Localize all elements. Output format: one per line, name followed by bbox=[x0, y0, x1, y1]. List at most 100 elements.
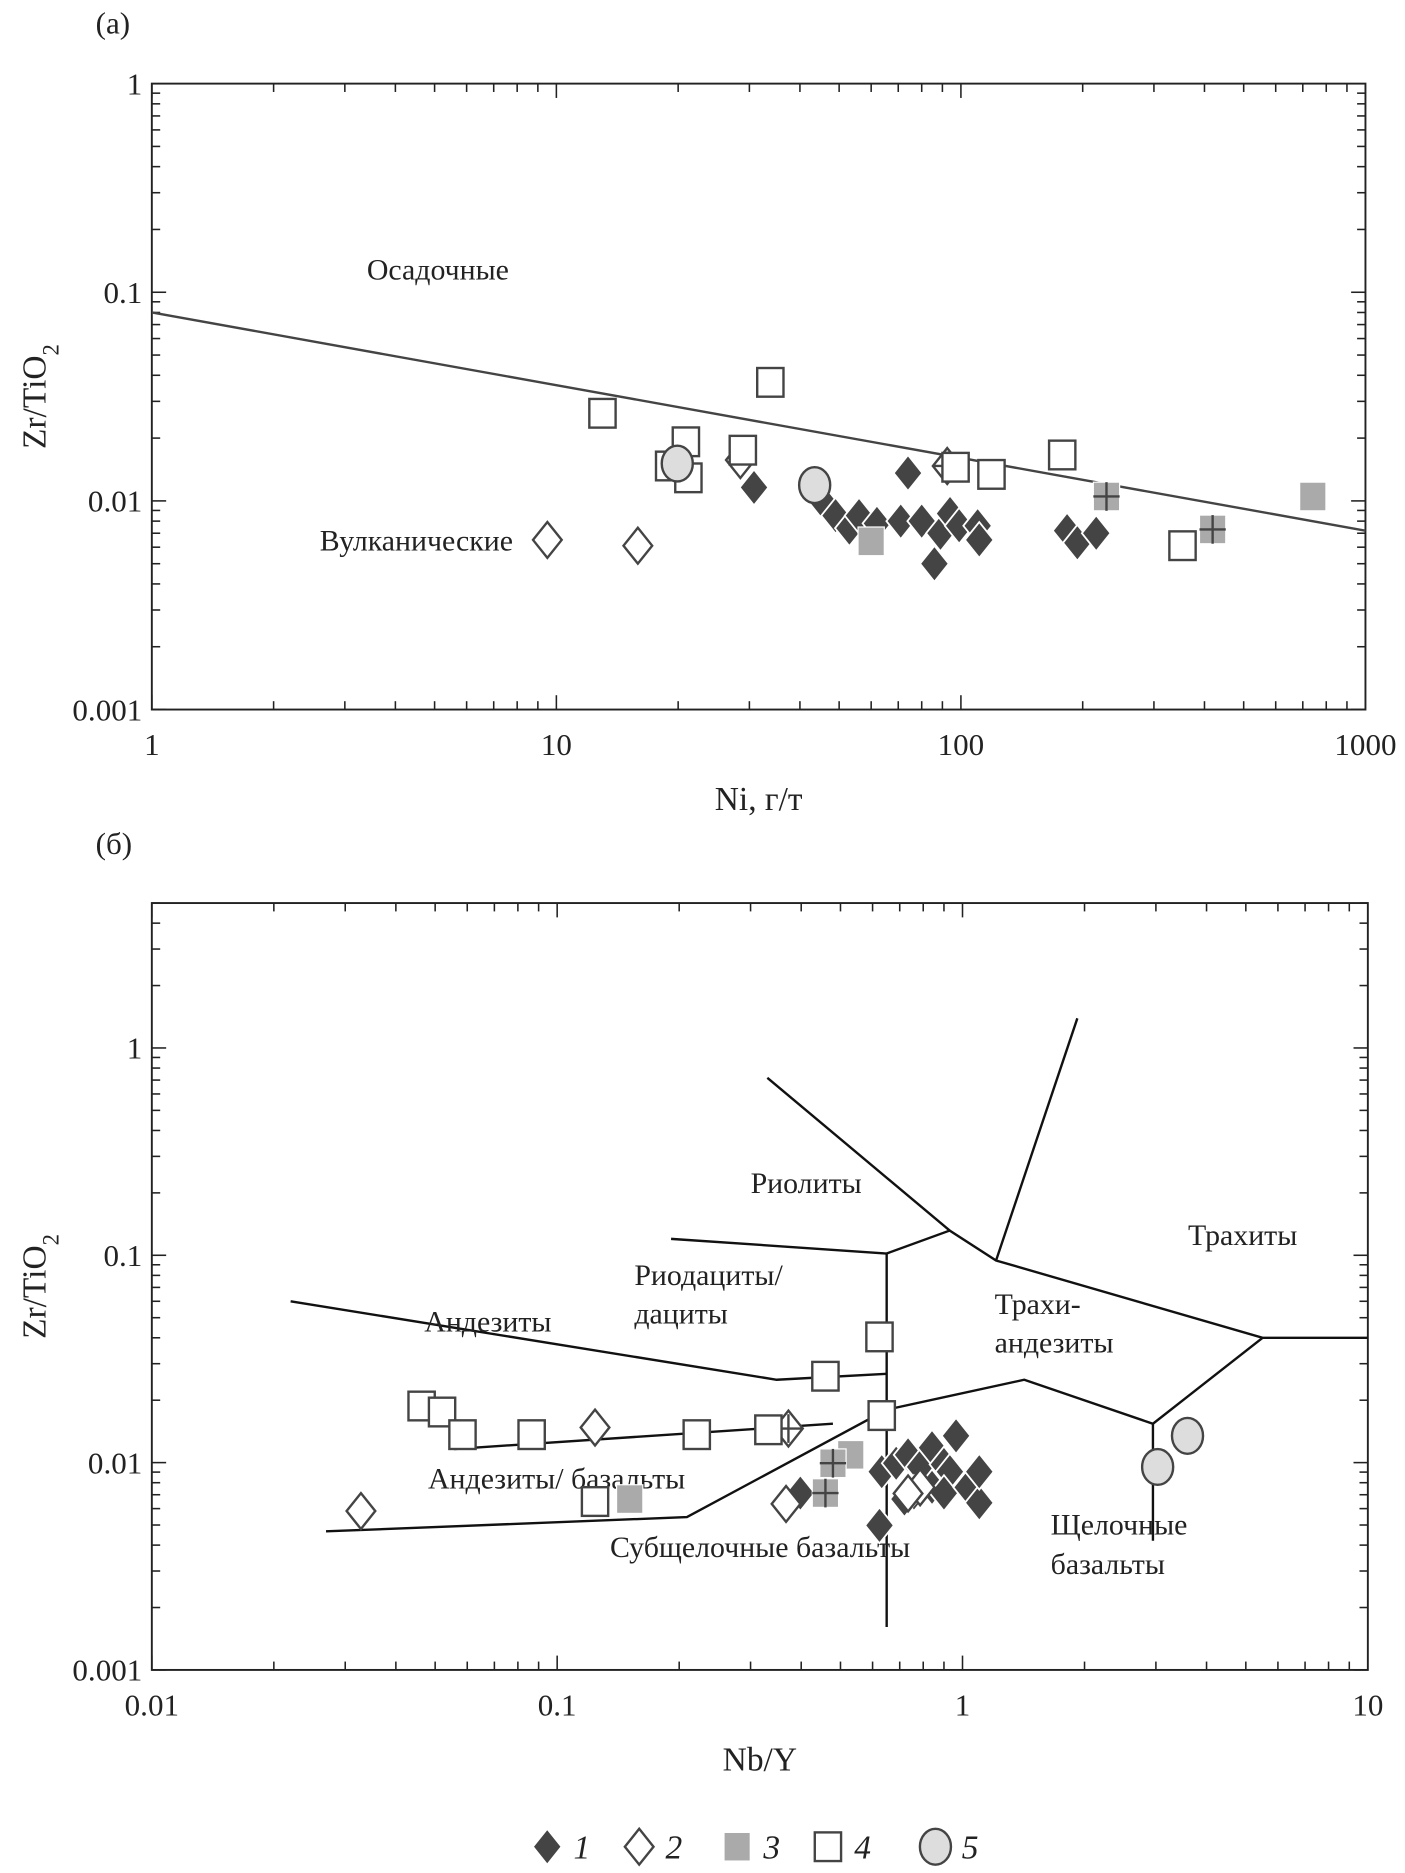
x-tick-label: 1000 bbox=[1334, 727, 1396, 762]
data-point bbox=[963, 1452, 995, 1492]
legend-item-4: 4 bbox=[813, 1830, 871, 1867]
series-1 bbox=[784, 1416, 995, 1545]
legend-item-5: 5 bbox=[918, 1827, 979, 1867]
legend-marker bbox=[918, 1827, 953, 1866]
data-point bbox=[1299, 481, 1327, 512]
data-point bbox=[621, 525, 654, 566]
data-point bbox=[963, 1483, 995, 1523]
field-label: Риолиты bbox=[751, 1167, 862, 1200]
series-4 bbox=[407, 1321, 897, 1518]
legend-marker bbox=[813, 1831, 843, 1863]
x-tick-label: 10 bbox=[541, 727, 572, 762]
legend-label: 4 bbox=[854, 1830, 871, 1867]
data-point bbox=[1170, 1416, 1205, 1455]
field-label: дациты bbox=[634, 1297, 728, 1330]
data-point bbox=[682, 1419, 712, 1451]
panel-label: (б) bbox=[96, 826, 132, 861]
plot-frame bbox=[150, 82, 1367, 711]
series-3 bbox=[857, 481, 1327, 557]
field-label: Субщелочные базальты bbox=[610, 1531, 910, 1564]
series-3 bbox=[615, 1439, 865, 1515]
legend-label: 2 bbox=[665, 1830, 682, 1867]
data-point bbox=[885, 501, 917, 541]
data-point bbox=[977, 458, 1006, 490]
data-point bbox=[892, 1473, 924, 1514]
field-label: Осадочные bbox=[367, 254, 509, 287]
y-tick-label: 0.01 bbox=[88, 1445, 142, 1480]
data-point bbox=[865, 1321, 894, 1353]
data-point bbox=[345, 1491, 377, 1531]
data-point bbox=[728, 434, 758, 466]
data-point bbox=[864, 1506, 895, 1545]
legend-marker bbox=[623, 1826, 656, 1867]
x-tick-label: 10 bbox=[1352, 1687, 1383, 1722]
series-1 bbox=[738, 453, 1112, 584]
y-axis-label-main: Zr/TiO bbox=[17, 355, 54, 449]
y-tick-label: 0.1 bbox=[103, 1238, 142, 1273]
data-point bbox=[857, 526, 885, 557]
y-axis-label-subscript: 2 bbox=[38, 1234, 63, 1245]
field-label: базальты bbox=[1051, 1548, 1165, 1581]
x-tick-label: 1 bbox=[955, 1687, 971, 1722]
legend: 1 2 3 4 5 bbox=[531, 1826, 979, 1867]
data-point bbox=[580, 1486, 610, 1518]
y-tick-label: 0.01 bbox=[88, 484, 142, 519]
data-point bbox=[1140, 1447, 1175, 1487]
field-label: Щелочные bbox=[1051, 1509, 1188, 1542]
data-point bbox=[756, 366, 785, 398]
x-tick-label: 100 bbox=[938, 727, 985, 762]
y-axis-label: Zr/TiO2 bbox=[17, 344, 64, 449]
plot-frame bbox=[150, 902, 1369, 1671]
y-axis-label-main: Zr/TiO bbox=[17, 1245, 54, 1339]
legend-item-3: 3 bbox=[723, 1830, 780, 1867]
data-point bbox=[797, 466, 832, 505]
legend-label: 3 bbox=[762, 1830, 780, 1867]
field-label: Андезиты bbox=[424, 1305, 551, 1338]
data-point bbox=[1168, 530, 1197, 562]
boundary-line-4 bbox=[766, 1076, 951, 1232]
chart-panel-2: (б)0.01 0.1 1 100.0010.010.11Nb/YZr/TiO2Рио… bbox=[17, 826, 1384, 1778]
y-axis-label-subscript: 2 bbox=[38, 344, 63, 355]
legend-label: 1 bbox=[573, 1830, 590, 1867]
data-point bbox=[918, 544, 950, 584]
x-axis-label: Nb/Y bbox=[723, 1741, 797, 1778]
legend-label: 5 bbox=[962, 1830, 979, 1867]
y-axis-label: Zr/TiO2 bbox=[17, 1234, 64, 1339]
field-label: Трахи- bbox=[995, 1288, 1081, 1321]
data-point bbox=[770, 1484, 802, 1524]
data-point bbox=[941, 451, 970, 483]
x-tick-label: 0.01 bbox=[125, 1687, 179, 1722]
data-point bbox=[579, 1407, 611, 1448]
chart-panel-1: (а) 1 10 100 1000 0.001 0.01 0.1 1 Ni, г/т Zr/TiO2… bbox=[17, 5, 1397, 817]
series-5 bbox=[660, 444, 832, 505]
data-point bbox=[588, 397, 617, 429]
y-tick-label: 0.001 bbox=[72, 1653, 142, 1688]
y-tick-label: 1 bbox=[127, 66, 143, 101]
boundary-line-5 bbox=[994, 1017, 1079, 1261]
data-point bbox=[1047, 439, 1077, 471]
legend-item-1: 1 bbox=[531, 1827, 590, 1867]
data-point bbox=[738, 468, 770, 507]
field-label: Андезиты/ базальты bbox=[428, 1463, 685, 1496]
data-point bbox=[940, 1416, 972, 1456]
legend-marker bbox=[723, 1831, 751, 1862]
data-point bbox=[1080, 513, 1112, 553]
x-tick-label: 1 bbox=[144, 727, 160, 762]
x-tick-label: 0.1 bbox=[538, 1687, 577, 1722]
boundary-line-8 bbox=[325, 1336, 1264, 1533]
data-point bbox=[615, 1484, 644, 1515]
data-point bbox=[754, 1414, 783, 1446]
panel-label: (а) bbox=[96, 5, 130, 40]
field-label: Вулканические bbox=[320, 524, 513, 557]
y-tick-label: 0.1 bbox=[103, 275, 142, 310]
legend-item-2: 2 bbox=[623, 1826, 682, 1867]
field-label: Риодациты/ bbox=[634, 1259, 783, 1292]
y-tick-label: 0.001 bbox=[72, 692, 142, 727]
data-point bbox=[660, 444, 694, 483]
field-label: Трахиты bbox=[1188, 1219, 1297, 1252]
boundary-line-6 bbox=[290, 1300, 887, 1381]
data-point bbox=[517, 1419, 546, 1451]
data-point bbox=[448, 1419, 477, 1451]
series-5 bbox=[1140, 1416, 1205, 1487]
